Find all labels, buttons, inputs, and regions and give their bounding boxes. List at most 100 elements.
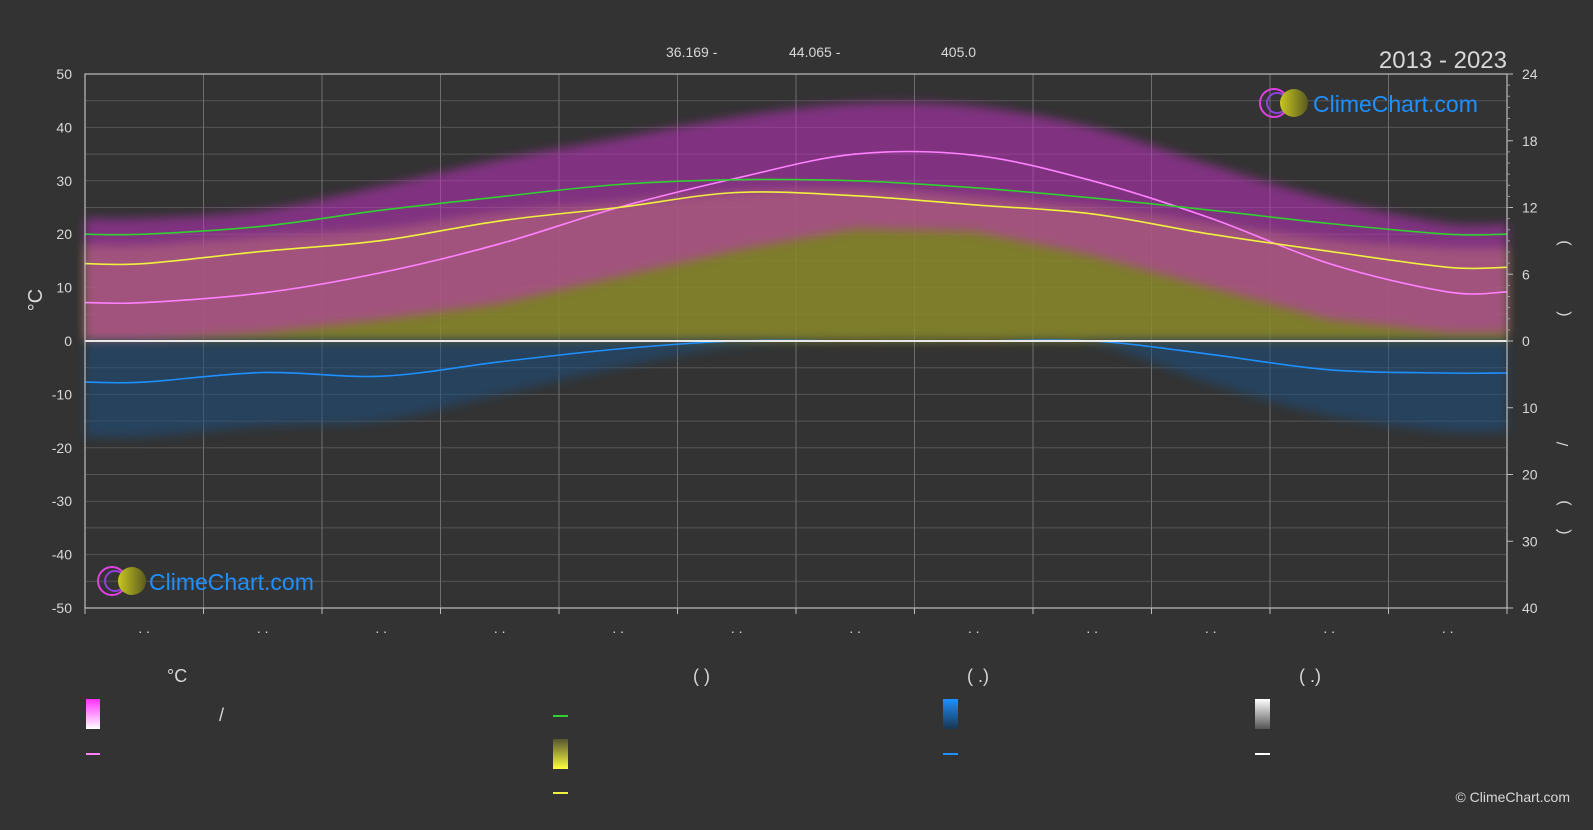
x-tick-label: . .: [1442, 620, 1454, 636]
x-tick-label: . .: [612, 620, 624, 636]
x-tick-label: . .: [1323, 620, 1335, 636]
y-tick-label-right-precip: 40: [1522, 600, 1538, 616]
data-point: [735, 191, 738, 194]
data-point: [498, 220, 501, 222]
data-point: [380, 239, 383, 242]
legend-swatch-temp-range: [86, 699, 100, 729]
x-tick-label: . .: [1086, 620, 1098, 636]
data-point: [1328, 262, 1331, 265]
y-tick-label-left: 30: [56, 173, 72, 189]
logo-text: ClimeChart.com: [1313, 91, 1478, 117]
y-tick-label-left: 20: [56, 226, 72, 242]
data-point: [854, 194, 857, 197]
y-axis-label-right-part: ): [1555, 500, 1572, 505]
y-tick-label-right-precip: 10: [1522, 400, 1538, 416]
x-tick-label: . .: [257, 620, 269, 636]
data-point: [1446, 266, 1449, 269]
data-point: [261, 292, 264, 294]
x-tick-label: . .: [731, 620, 743, 636]
data-point: [617, 348, 620, 350]
elevation: 405.0: [941, 44, 976, 60]
y-tick-label-left: 40: [56, 119, 72, 135]
data-point: [143, 301, 146, 304]
y-axis-label-right-part: .: [1555, 518, 1559, 535]
data-point: [1091, 180, 1094, 182]
data-point: [1446, 372, 1449, 374]
copyright: © ClimeChart.com: [1455, 789, 1570, 805]
legend-col2-title: ( ): [693, 666, 710, 686]
y-axis-label-right-part: (: [1555, 529, 1572, 535]
x-tick-label: . .: [494, 620, 506, 636]
data-point: [972, 186, 975, 189]
logo-icon: [1259, 88, 1308, 118]
y-tick-label-left: 0: [64, 333, 72, 349]
data-point: [854, 180, 857, 182]
data-point: [380, 375, 383, 378]
legend-col1-title: °C: [167, 666, 187, 686]
data-point: [261, 371, 264, 374]
y-tick-label-left: 50: [56, 66, 72, 82]
data-point: [1209, 353, 1212, 356]
data-point: [854, 153, 857, 155]
data-point: [1328, 369, 1331, 371]
data-point: [617, 183, 620, 186]
legend: °C ( ) ( .) ( .) /: [86, 666, 1321, 794]
temperature-range-band: [85, 102, 1507, 342]
data-bands: [85, 102, 1507, 438]
data-point: [1446, 291, 1449, 293]
data-point: [617, 206, 620, 209]
logo-text: ClimeChart.com: [149, 569, 314, 595]
data-point: [1209, 209, 1212, 211]
data-point: [735, 177, 738, 179]
y-tick-label-right-precip: 20: [1522, 467, 1538, 483]
y-tick-label-right-sun: 6: [1522, 266, 1530, 282]
y-tick-label-left: -50: [52, 600, 72, 616]
y-tick-label-right-sun: 18: [1522, 133, 1538, 149]
coord-lon: 44.065 -: [789, 44, 841, 60]
logo-icon: [97, 566, 146, 596]
series-line-3: [84, 178, 1508, 236]
legend-swatch-sunshine: [553, 739, 568, 769]
logo-top-right: ClimeChart.com: [1259, 88, 1478, 118]
data-point: [380, 271, 383, 274]
legend-col3-title: ( .): [967, 666, 989, 686]
coord-lat: 36.169 -: [666, 44, 718, 60]
series-line-1: [84, 150, 1508, 305]
data-point: [498, 243, 501, 245]
y-axis-label-right-part: /: [1555, 441, 1572, 446]
data-point: [1446, 233, 1449, 235]
data-point: [1209, 217, 1212, 219]
data-point: [143, 233, 146, 235]
y-tick-label-right-sun: 24: [1522, 66, 1538, 82]
legend-swatch-rain: [943, 699, 958, 729]
data-point: [261, 250, 264, 253]
x-tick-label: . .: [849, 620, 861, 636]
data-point: [1091, 197, 1094, 199]
y-tick-label-left: -30: [52, 493, 72, 509]
y-tick-label-right-sun: 0: [1522, 333, 1530, 349]
y-tick-label-left: 10: [56, 280, 72, 296]
y-axis-label-right-part: ): [1555, 240, 1572, 245]
y-tick-label-left: -20: [52, 440, 72, 456]
x-tick-label: . .: [1205, 620, 1217, 636]
data-point: [1091, 213, 1094, 215]
y-tick-label-left: -40: [52, 547, 72, 563]
data-point: [143, 381, 146, 383]
data-point: [498, 196, 501, 198]
y-tick-label-right-precip: 30: [1522, 533, 1538, 549]
legend-col4-title: ( .): [1299, 666, 1321, 686]
data-point: [498, 361, 501, 363]
data-point: [972, 154, 975, 156]
legend-slash: /: [219, 705, 224, 725]
year-range: 2013 - 2023: [1379, 47, 1507, 74]
axes: 50 40 30 20 10 0 -10 -20 -30 -40 -50 24 18 12 6 0 10 20 30…: [52, 66, 1572, 636]
y-axis-label-right-part: (: [1555, 311, 1572, 317]
data-point: [261, 225, 264, 227]
data-point: [380, 209, 383, 211]
data-lines: [84, 150, 1508, 384]
y-axis-label-left: °C: [25, 289, 47, 311]
x-tick-label: . .: [375, 620, 387, 636]
y-tick-label-left: -10: [52, 386, 72, 402]
